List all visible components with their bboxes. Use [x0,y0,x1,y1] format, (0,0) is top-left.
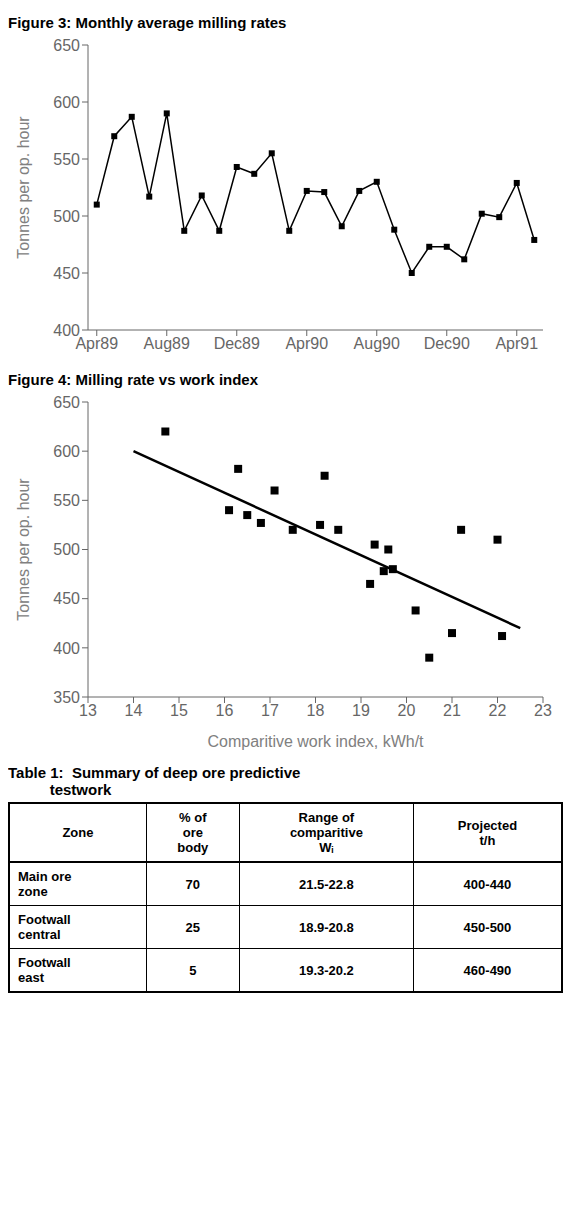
html-text:19.3-20.2: 19.3-20.2 [298,962,354,978]
svg-text:Aug90: Aug90 [354,335,400,352]
html-text:400-440: 400-440 [463,876,512,892]
html-text:Main ore zone: Main ore zone [18,869,72,899]
svg-text:600: 600 [53,443,80,460]
svg-text:400: 400 [53,322,80,339]
svg-text:Dec89: Dec89 [214,335,260,352]
html-text:25: 25 [185,919,201,935]
svg-text:450: 450 [53,590,80,607]
svg-text:14: 14 [125,702,143,719]
html-text:Zone: Zone [62,825,94,840]
svg-text:18: 18 [307,702,325,719]
html-text:460-490: 460-490 [463,962,512,978]
html-text:450-500: 450-500 [463,919,512,935]
svg-text:19: 19 [352,702,370,719]
html-text:Figure 4: Milling rate vs work: Figure 4: Milling rate vs work index [8,371,259,388]
html-text:Footwall east: Footwall east [18,955,71,985]
html-text:21.5-22.8: 21.5-22.8 [298,876,354,892]
svg-text:22: 22 [489,702,507,719]
svg-text:650: 650 [53,394,80,411]
html-text:Figure 3: Monthly average mill: Figure 3: Monthly average milling rates [8,14,287,31]
svg-text:15: 15 [170,702,188,719]
html-text:Table 1: Summary of deep ore p: Table 1: Summary of deep ore predictive … [8,764,301,798]
svg-text:16: 16 [216,702,234,719]
svg-text:Dec90: Dec90 [424,335,470,352]
svg-text:450: 450 [53,265,80,282]
svg-text:Apr91: Apr91 [495,335,538,352]
svg-text:500: 500 [53,541,80,558]
html-text:70: 70 [185,876,201,892]
svg-text:Apr89: Apr89 [75,335,118,352]
svg-text:Tonnes per op. hour: Tonnes per op. hour [15,478,32,621]
svg-text:20: 20 [398,702,416,719]
svg-text:400: 400 [53,640,80,657]
svg-text:Apr90: Apr90 [285,335,328,352]
html-text:% of ore body: % of ore body [177,810,209,855]
svg-text:600: 600 [53,94,80,111]
svg-text:17: 17 [261,702,279,719]
svg-text:550: 550 [53,492,80,509]
html-text:5: 5 [189,962,197,978]
html-text:18.9-20.8: 18.9-20.8 [298,919,354,935]
svg-text:21: 21 [443,702,461,719]
svg-text:Tonnes per op. hour: Tonnes per op. hour [15,116,32,259]
svg-text:23: 23 [534,702,552,719]
svg-text:650: 650 [53,37,80,54]
html-text:Projected t/h: Projected t/h [457,817,518,848]
svg-text:Aug89: Aug89 [144,335,190,352]
svg-text:500: 500 [53,208,80,225]
svg-text:350: 350 [53,689,80,706]
svg-text:550: 550 [53,151,80,168]
html-text:Range of comparitive Wᵢ: Range of comparitive Wᵢ [289,810,363,855]
html-text:Footwall central: Footwall central [18,912,71,942]
svg-text:13: 13 [79,702,97,719]
svg-text:Comparitive work index, kWh/t: Comparitive work index, kWh/t [207,733,424,750]
